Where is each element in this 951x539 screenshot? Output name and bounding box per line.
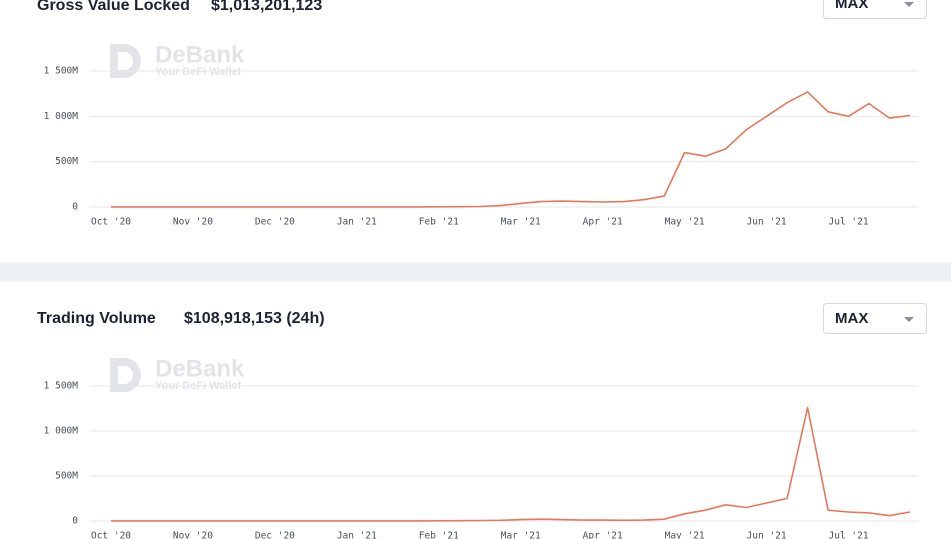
watermark-logo: [110, 358, 141, 392]
y-tick-label: 1 500M: [44, 381, 79, 392]
x-tick-label: May '21: [665, 217, 705, 228]
x-tick-label: Mar '21: [501, 217, 541, 228]
x-tick-label: May '21: [665, 531, 705, 539]
x-tick-label: Jul '21: [829, 531, 869, 539]
range-dropdown[interactable]: [823, 303, 927, 334]
watermark-name: DeBank: [155, 41, 245, 68]
range-dropdown[interactable]: [823, 0, 927, 19]
headline-value: $1,013,201,123: [211, 0, 322, 14]
chart-title: Gross Value Locked: [37, 0, 190, 14]
y-tick-label: 1 500M: [44, 66, 79, 77]
x-tick-label: Apr '21: [583, 217, 623, 228]
x-tick-label: Oct '20: [91, 531, 131, 539]
dropdown-caret: [904, 317, 914, 322]
x-tick-label: Mar '21: [501, 531, 541, 539]
data-line: [111, 91, 911, 208]
headline-value: $108,918,153 (24h): [184, 310, 325, 327]
x-tick-label: Dec '20: [255, 531, 295, 539]
x-tick-label: Dec '20: [255, 217, 295, 228]
y-tick-label: 500M: [55, 156, 78, 167]
x-tick-label: Jan '21: [337, 217, 377, 228]
y-tick-label: 1 000M: [44, 111, 79, 122]
y-tick-label: 0: [72, 202, 78, 213]
y-tick-label: 500M: [55, 471, 78, 482]
dropdown-caret: [904, 2, 914, 7]
x-tick-label: Jan '21: [337, 531, 377, 539]
y-tick-label: 1 000M: [44, 426, 79, 437]
x-tick-label: Nov '20: [173, 531, 213, 539]
x-tick-label: Nov '20: [173, 217, 213, 228]
x-tick-label: Oct '20: [91, 217, 131, 228]
section-divider: [0, 262, 951, 282]
x-tick-label: Feb '21: [419, 531, 459, 539]
range-dropdown-label[interactable]: MAX: [835, 0, 868, 12]
watermark-tagline: Your DeFi Wallet: [155, 66, 242, 78]
watermark-name: DeBank: [155, 355, 245, 382]
watermark-logo: [110, 44, 141, 78]
x-tick-label: Feb '21: [419, 217, 459, 228]
y-tick-label: 0: [72, 516, 78, 527]
x-tick-label: Jun '21: [747, 531, 787, 539]
x-tick-label: Jun '21: [747, 217, 787, 228]
range-dropdown-label[interactable]: MAX: [835, 310, 868, 327]
x-tick-label: Apr '21: [583, 531, 623, 539]
data-line: [111, 406, 911, 522]
x-tick-label: Jul '21: [829, 217, 869, 228]
chart-title: Trading Volume: [37, 310, 156, 327]
